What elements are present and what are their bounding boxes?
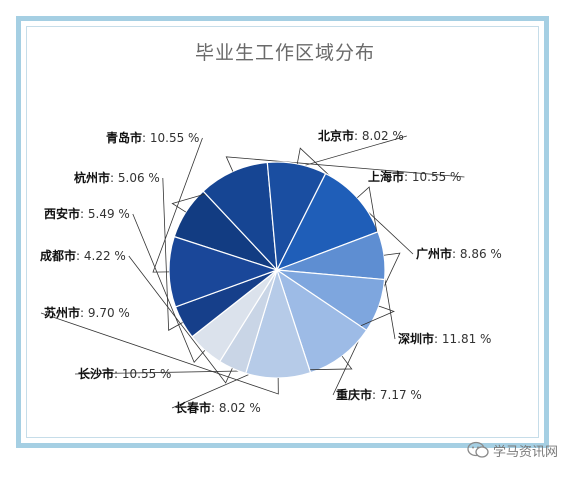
slice-value: : 5.06 % <box>110 171 160 185</box>
leader-line <box>356 186 396 340</box>
slice-name: 重庆市 <box>336 387 372 402</box>
slice-value: : 9.70 % <box>80 306 130 320</box>
slice-name: 长春市 <box>175 400 211 415</box>
watermark-text: 学马资讯网 <box>493 445 559 460</box>
leader-line <box>162 177 183 331</box>
chart-inner-border <box>26 26 539 438</box>
slice-name: 苏州市 <box>44 305 80 320</box>
slice-value: : 10.55 % <box>142 131 199 145</box>
slice-value: : 10.55 % <box>114 367 171 381</box>
slice-name: 深圳市 <box>398 331 434 346</box>
slice-value: : 8.86 % <box>452 247 502 261</box>
pie-slice <box>202 161 278 272</box>
slice-label: 广州市: 8.86 % <box>416 246 502 261</box>
slice-label: 杭州市: 5.06 % <box>74 170 160 185</box>
leader-line <box>152 137 203 273</box>
wechat-icon <box>467 441 489 458</box>
slice-label: 青岛市: 10.55 % <box>106 130 199 145</box>
slice-value: : 11.81 % <box>434 332 491 346</box>
leader-line <box>225 156 465 178</box>
slice-value: : 4.22 % <box>76 249 126 263</box>
slice-name: 上海市 <box>368 169 404 184</box>
slice-label: 成都市: 4.22 % <box>40 248 126 263</box>
slice-label: 重庆市: 7.17 % <box>336 387 422 402</box>
slice-label: 上海市: 10.55 % <box>368 169 461 184</box>
slice-label: 深圳市: 11.81 % <box>398 331 491 346</box>
leader-line <box>332 252 401 396</box>
chart-title: 毕业生工作区域分布 <box>194 42 375 64</box>
slice-value: : 8.02 % <box>211 401 261 415</box>
leader-line <box>132 213 206 364</box>
pie-slice <box>275 172 379 272</box>
slice-value: : 5.49 % <box>80 207 130 221</box>
leader-line <box>40 312 279 395</box>
slice-label: 西安市: 5.49 % <box>44 206 130 221</box>
slice-label: 长沙市: 10.55 % <box>78 366 171 381</box>
slice-name: 成都市 <box>40 248 76 263</box>
slice-value: : 10.55 % <box>404 170 461 184</box>
slice-name: 长沙市 <box>78 366 114 381</box>
slice-label: 北京市: 8.02 % <box>318 128 404 143</box>
slice-label: 长春市: 8.02 % <box>175 400 261 415</box>
slice-value: : 7.17 % <box>372 388 422 402</box>
pie-slice <box>168 235 279 308</box>
slice-name: 北京市 <box>318 128 354 143</box>
leader-line <box>128 255 233 384</box>
pie-slice <box>275 268 368 374</box>
slice-name: 青岛市 <box>106 130 142 145</box>
slice-name: 西安市 <box>44 206 80 221</box>
slice-label: 苏州市: 9.70 % <box>44 305 130 320</box>
leader-line <box>74 355 353 375</box>
leader-line <box>296 147 414 255</box>
slice-value: : 8.02 % <box>354 129 404 143</box>
slice-name: 杭州市 <box>74 170 110 185</box>
leader-line <box>171 135 407 213</box>
leader-line <box>171 305 395 409</box>
slice-name: 广州市 <box>416 246 452 261</box>
